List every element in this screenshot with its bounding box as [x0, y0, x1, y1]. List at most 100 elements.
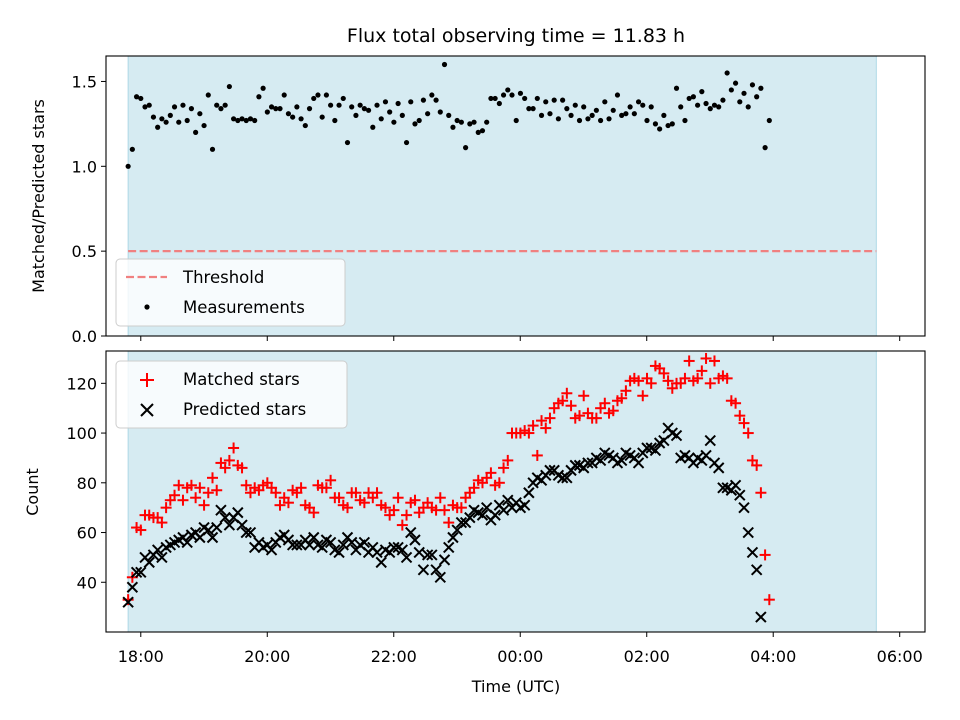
matched-star-point: [607, 405, 619, 417]
measurement-point: [661, 112, 667, 118]
measurement-point: [517, 90, 524, 96]
predicted-star-point: [223, 519, 236, 531]
predicted-star-point: [430, 564, 442, 576]
matched-star-point: [599, 397, 611, 409]
matched-star-point: [645, 377, 657, 389]
measurement-point: [479, 128, 486, 134]
predicted-star-point: [755, 611, 767, 623]
legend-measurements-label: Measurements: [183, 298, 305, 317]
predicted-star-point: [219, 511, 231, 524]
matched-star-point: [358, 497, 370, 509]
predicted-star-point: [333, 546, 345, 559]
measurement-point: [205, 92, 211, 98]
matched-star-point: [379, 502, 391, 514]
matched-star-point: [198, 499, 210, 511]
matched-star-point: [371, 487, 383, 499]
measurement-point: [513, 117, 519, 124]
measurement-point: [302, 122, 308, 129]
matched-star-point: [169, 489, 181, 501]
measurement-point: [133, 94, 140, 100]
predicted-star-point: [641, 442, 653, 454]
measurement-point: [256, 94, 262, 100]
measurement-point: [378, 116, 384, 122]
top-y-tick-label: 0.5: [72, 242, 97, 261]
x-tick-label: 00:00: [497, 647, 543, 666]
predicted-star-point: [717, 482, 729, 494]
measurement-point: [496, 100, 502, 107]
measurement-point: [433, 97, 439, 103]
measurement-point: [344, 139, 351, 146]
predicted-star-point: [400, 551, 413, 564]
predicted-star-point: [156, 551, 168, 564]
predicted-star-point: [518, 499, 531, 511]
measurement-point: [686, 95, 692, 102]
measurement-point: [737, 99, 743, 105]
measurement-point: [420, 97, 427, 103]
predicted-star-point: [126, 581, 139, 593]
measurement-point: [129, 146, 135, 152]
matched-star-point: [738, 417, 750, 429]
x-tick-label: 18:00: [118, 647, 164, 666]
measurement-point: [437, 109, 443, 115]
matched-star-point: [620, 385, 632, 397]
measurement-point: [724, 70, 730, 76]
legend-measurements-swatch: [144, 304, 150, 310]
top-legend: Threshold Measurements: [115, 258, 346, 327]
measurement-point: [281, 92, 287, 98]
matched-star-point: [573, 410, 585, 422]
measurement-point: [635, 99, 642, 105]
measurement-point: [669, 121, 675, 127]
measurement-point: [463, 145, 469, 151]
measurement-point: [230, 116, 237, 122]
measurement-point: [412, 121, 418, 127]
matched-star-point: [616, 392, 628, 404]
predicted-star-point: [211, 521, 223, 534]
predicted-star-point: [358, 536, 371, 549]
predicted-star-point: [417, 564, 430, 576]
measurement-point: [652, 121, 659, 127]
matched-star-point: [282, 497, 294, 509]
matched-star-point: [240, 479, 252, 491]
matched-star-point: [325, 474, 337, 486]
measurement-point: [188, 106, 195, 112]
top-y-tick-label: 1.5: [72, 72, 97, 91]
predicted-star-point: [670, 429, 683, 442]
matched-star-point: [135, 524, 147, 536]
measurement-point: [711, 102, 718, 108]
predicted-star-point: [151, 544, 164, 556]
measurement-point: [403, 139, 410, 146]
measurement-point: [218, 106, 224, 112]
measurement-point: [315, 92, 321, 98]
predicted-star-point: [122, 596, 134, 608]
predicted-star-point: [337, 539, 349, 551]
predicted-star-point: [202, 524, 214, 536]
matched-star-point: [207, 472, 219, 484]
matched-star-point: [557, 395, 569, 407]
matched-star-point: [755, 487, 767, 499]
measurement-point: [471, 119, 477, 125]
predicted-star-point: [729, 479, 742, 491]
measurement-point: [602, 99, 608, 105]
measurement-point: [450, 124, 456, 130]
matched-star-point: [185, 479, 197, 491]
predicted-star-point: [502, 494, 514, 506]
measurement-point: [488, 95, 494, 102]
measurement-point: [572, 102, 578, 108]
measurement-point: [564, 106, 570, 112]
measurement-point: [226, 83, 232, 90]
measurement-point: [209, 146, 216, 152]
matched-star-point: [696, 365, 708, 377]
measurement-point: [589, 112, 595, 118]
measurement-point: [285, 111, 292, 117]
predicted-star-point: [206, 531, 219, 544]
measurement-point: [585, 116, 591, 122]
matched-star-point: [333, 492, 345, 504]
measurement-point: [568, 112, 574, 118]
measurement-point: [695, 102, 701, 108]
measurement-point: [678, 104, 684, 110]
measurement-point: [201, 122, 207, 129]
measurement-point: [475, 129, 481, 135]
bottom-legend-box: [115, 360, 348, 429]
measurement-point: [644, 117, 650, 124]
predicted-star-point: [240, 526, 252, 539]
